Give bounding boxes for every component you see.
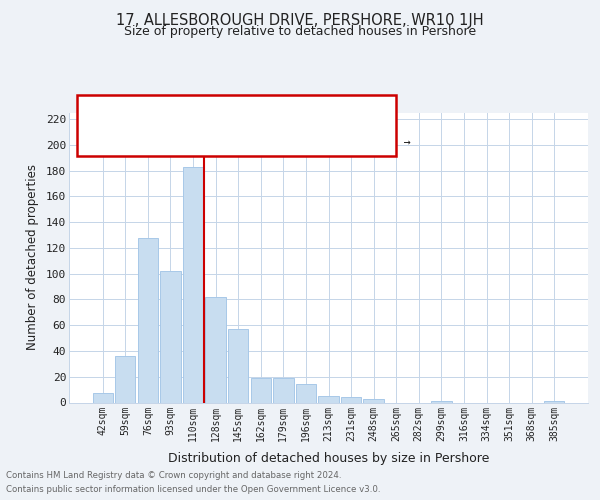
- Bar: [431, 401, 452, 402]
- Bar: [251, 378, 271, 402]
- Text: 50% of semi-detached houses are larger (329) →: 50% of semi-detached houses are larger (…: [83, 136, 411, 149]
- Bar: [115, 356, 136, 403]
- Bar: [364, 398, 384, 402]
- Bar: [544, 401, 565, 402]
- Bar: [160, 271, 181, 402]
- Bar: [273, 378, 293, 402]
- Text: Contains HM Land Registry data © Crown copyright and database right 2024.: Contains HM Land Registry data © Crown c…: [6, 471, 341, 480]
- Bar: [228, 329, 248, 402]
- Y-axis label: Number of detached properties: Number of detached properties: [26, 164, 39, 350]
- Text: ← 49% of detached houses are smaller (319): ← 49% of detached houses are smaller (31…: [83, 118, 382, 131]
- Bar: [319, 396, 338, 402]
- Text: Size of property relative to detached houses in Pershore: Size of property relative to detached ho…: [124, 25, 476, 38]
- Bar: [138, 238, 158, 402]
- Bar: [341, 398, 361, 402]
- Bar: [296, 384, 316, 402]
- X-axis label: Distribution of detached houses by size in Pershore: Distribution of detached houses by size …: [168, 452, 489, 464]
- Bar: [205, 297, 226, 403]
- Text: 17, ALLESBOROUGH DRIVE, PERSHORE, WR10 1JH: 17, ALLESBOROUGH DRIVE, PERSHORE, WR10 1…: [116, 12, 484, 28]
- Bar: [92, 394, 113, 402]
- Bar: [183, 166, 203, 402]
- Text: Contains public sector information licensed under the Open Government Licence v3: Contains public sector information licen…: [6, 485, 380, 494]
- Text: 17 ALLESBOROUGH DRIVE: 114sqm: 17 ALLESBOROUGH DRIVE: 114sqm: [83, 101, 290, 114]
